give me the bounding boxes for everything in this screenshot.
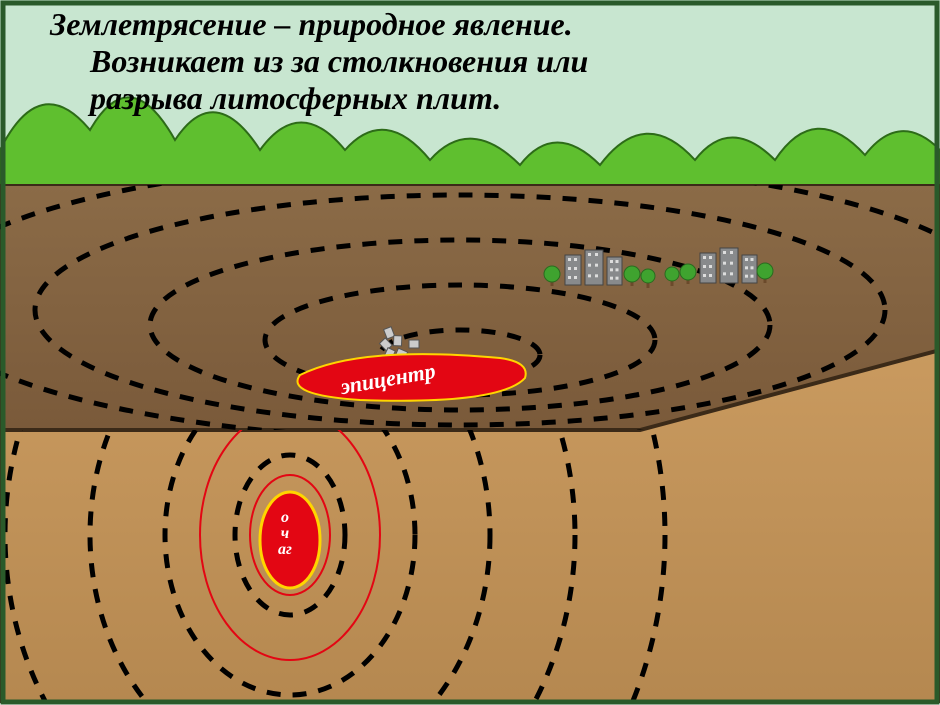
title-line2: Возникает из за столкновения или — [50, 43, 920, 80]
title-line3: разрыва литосферных плит. — [50, 80, 920, 117]
title-block: Землетрясение – природное явление. Возни… — [50, 6, 920, 116]
focus-label-c3: аг — [278, 542, 292, 558]
focus-label: о ч аг — [278, 510, 292, 558]
diagram-stage: Землетрясение – природное явление. Возни… — [0, 0, 940, 705]
focus-label-c1: о — [278, 510, 292, 526]
title-line1: Землетрясение – природное явление. — [50, 6, 573, 42]
focus-label-c2: ч — [278, 526, 292, 542]
